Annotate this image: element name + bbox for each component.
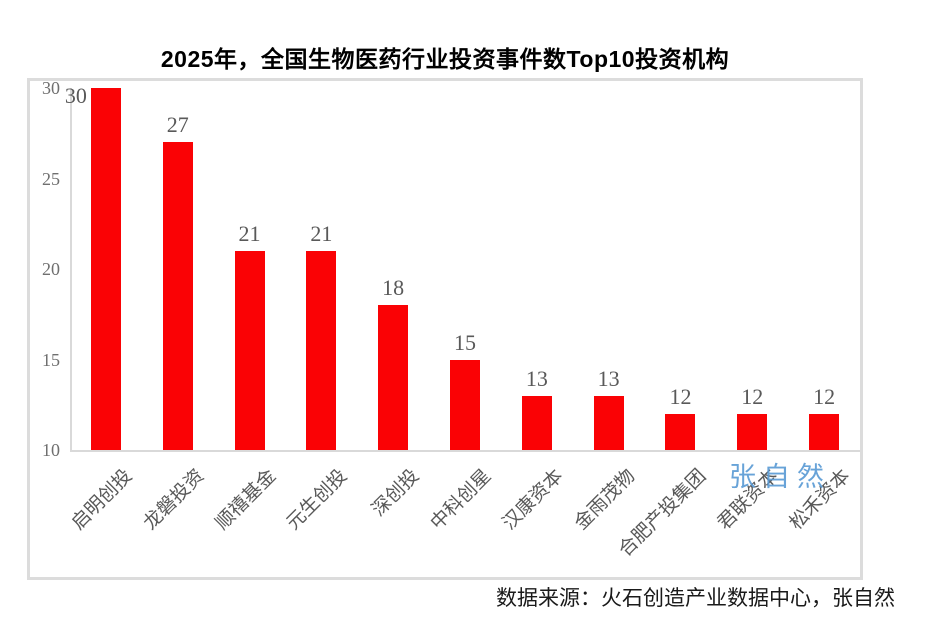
y-tick-label: 30: [42, 78, 60, 98]
bar: [521, 395, 552, 450]
bar: [665, 413, 696, 450]
bar: [306, 250, 337, 450]
value-label: 21: [238, 220, 261, 246]
bar: [450, 359, 480, 450]
value-label: 30: [64, 83, 87, 108]
bar: [809, 413, 840, 450]
source-note: 数据来源：火石创造产业数据中心，张自然: [496, 586, 895, 610]
y-tick-label: 25: [42, 168, 60, 189]
x-category-label-text: 汉康资本: [498, 465, 568, 535]
value-label: 12: [669, 383, 692, 409]
value-label: 13: [597, 365, 620, 391]
watermark: 张自然: [729, 462, 831, 492]
x-category-label-text: 顺禧基金: [211, 465, 280, 535]
bar: [593, 395, 624, 450]
value-label: 21: [310, 220, 333, 246]
x-category-label-text: 启明创投: [67, 465, 137, 535]
y-tick-label: 15: [42, 349, 60, 370]
value-label: 15: [454, 329, 476, 355]
value-label: 12: [813, 383, 836, 409]
x-axis-line: [70, 450, 860, 452]
bar: [90, 88, 121, 450]
x-category-label-text: 中科创星: [426, 465, 496, 535]
value-label: 12: [741, 383, 764, 409]
plot-area: 10 15 20 25 30 30 启明创投 27 龙磐投资 21 顺禧基金 21 元生创投 18 深创投 1…: [30, 78, 860, 577]
bar: [737, 413, 768, 450]
value-label: 18: [382, 275, 405, 301]
bar: [378, 305, 409, 450]
chart-frame: 10 15 20 25 30 30 启明创投 27 龙磐投资 21 顺禧基金 21 元生创投 18 深创投 1…: [27, 78, 863, 580]
x-category-label-text: 元生创投: [283, 465, 352, 535]
value-label: 13: [525, 365, 548, 391]
y-tick-label: 10: [42, 440, 60, 460]
chart-title: 2025年，全国生物医药行业投资事件数Top10投资机构: [160, 46, 730, 72]
x-category-label-text: 深创投: [368, 465, 424, 521]
x-category-label-text: 龙磐投资: [139, 465, 209, 535]
bar: [162, 142, 193, 450]
bar: [234, 250, 265, 450]
y-axis-line: [70, 88, 72, 450]
value-label: 27: [166, 112, 189, 138]
y-tick-label: 20: [42, 259, 60, 279]
